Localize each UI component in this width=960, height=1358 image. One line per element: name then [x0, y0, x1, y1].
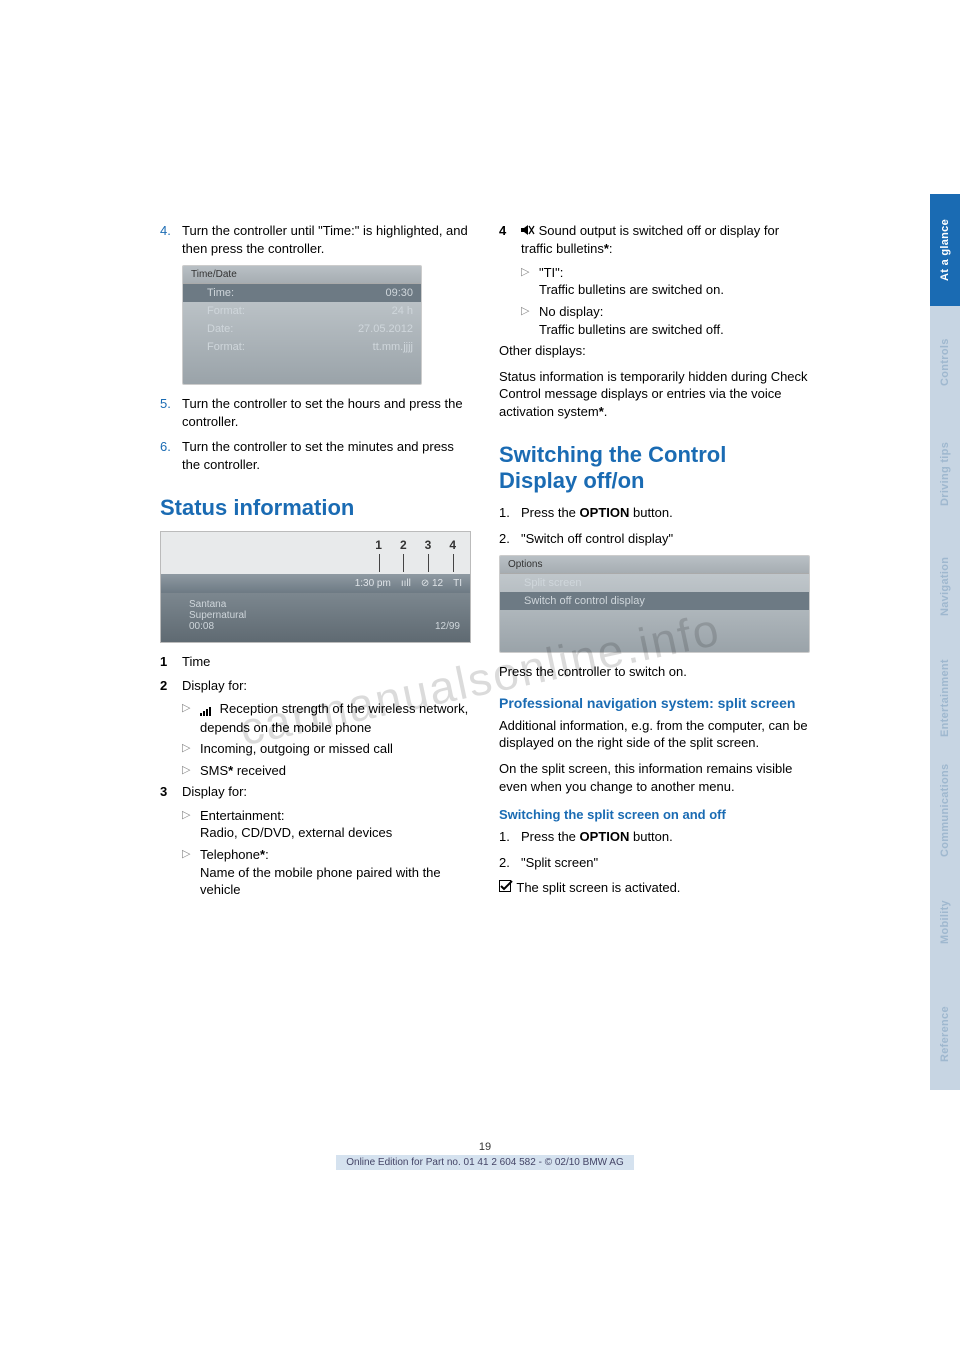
legend-4-bullet-1: ▷ "TI": Traffic bulletins are switched o… [521, 264, 810, 299]
left-column: 4. Turn the controller until "Time:" is … [160, 222, 471, 905]
triangle-bullet-icon: ▷ [182, 700, 200, 736]
split-step-1: 1. Press the OPTION button. [499, 828, 810, 846]
tab-reference[interactable]: Reference [930, 978, 960, 1090]
step-number: 5. [160, 395, 182, 430]
page-content: 4. Turn the controller until "Time:" is … [160, 222, 810, 905]
triangle-bullet-icon: ▷ [521, 264, 539, 299]
screenshot-row-time: Time: 09:30 [183, 284, 421, 302]
prof-nav-p2: On the split screen, this information re… [499, 760, 810, 795]
press-controller-text: Press the controller to switch on. [499, 663, 810, 681]
tab-controls[interactable]: Controls [930, 306, 960, 418]
other-displays-text: Status information is temporarily hidden… [499, 368, 810, 421]
step-4: 4. Turn the controller until "Time:" is … [160, 222, 471, 257]
switching-display-heading: Switching the Control Display off/on [499, 442, 810, 494]
page-footer: 19 Online Edition for Part no. 01 41 2 6… [160, 1141, 810, 1170]
triangle-bullet-icon: ▷ [182, 846, 200, 899]
prof-nav-heading: Professional navigation system: split sc… [499, 695, 810, 711]
bullet-text: Reception strength of the wireless netwo… [200, 701, 468, 734]
step-text: Turn the controller to set the minutes a… [182, 438, 471, 473]
switch-step-2: 2. "Switch off control display" [499, 530, 810, 548]
legend-3-bullet-1: ▷ Entertainment: Radio, CD/DVD, external… [182, 807, 471, 842]
step-text: Turn the controller to set the hours and… [182, 395, 471, 430]
other-displays-label: Other displays: [499, 342, 810, 360]
legend-2: 2 Display for: [160, 677, 471, 695]
callout-numbers: 1 2 3 4 [161, 532, 470, 552]
two-column-layout: 4. Turn the controller until "Time:" is … [160, 222, 810, 905]
screenshot-header: Time/Date [183, 266, 421, 284]
screenshot-row-switchoff: Switch off control display [500, 592, 809, 610]
options-screenshot: Options Split screen Switch off control … [499, 555, 810, 653]
footnote-star-icon: * [599, 404, 604, 419]
step-5: 5. Turn the controller to set the hours … [160, 395, 471, 430]
step-text: Turn the controller until "Time:" is hig… [182, 222, 471, 257]
switch-step-1: 1. Press the OPTION button. [499, 504, 810, 522]
prof-nav-p1: Additional information, e.g. from the co… [499, 717, 810, 752]
right-column: 4 Sound output is switched off or displa… [499, 222, 810, 905]
legend-3-bullet-2: ▷ Telephone*: Name of the mobile phone p… [182, 846, 471, 899]
step-number: 6. [160, 438, 182, 473]
split-screen-heading: Switching the split screen on and off [499, 807, 810, 822]
signal-bars-icon [200, 701, 216, 719]
status-bar: 1:30 pm ııll ⊘ 12 TI [161, 574, 470, 593]
legend-2-bullet-1: ▷ Reception strength of the wireless net… [182, 700, 471, 736]
legend-1: 1 Time [160, 653, 471, 671]
triangle-bullet-icon: ▷ [182, 740, 200, 758]
triangle-bullet-icon: ▷ [182, 762, 200, 780]
legend-2-bullet-3: ▷ SMS* received [182, 762, 471, 780]
legend-4: 4 Sound output is switched off or displa… [499, 222, 810, 258]
legend-2-bullet-2: ▷ Incoming, outgoing or missed call [182, 740, 471, 758]
status-information-heading: Status information [160, 495, 471, 521]
screenshot-row-date: Date: 27.05.2012 [183, 320, 421, 338]
screenshot-row-format2: Format: tt.mm.jjjj [183, 338, 421, 356]
bullet-text: Incoming, outgoing or missed call [200, 740, 471, 758]
callout-4: 4 [449, 538, 456, 552]
status-body: Santana Supernatural 00:08 12/99 [161, 593, 470, 642]
callout-1: 1 [375, 538, 382, 552]
tab-entertainment[interactable]: Entertainment [930, 642, 960, 754]
screenshot-row-format1: Format: 24 h [183, 302, 421, 320]
status-info-screenshot: 1 2 3 4 1:30 pm ııll ⊘ 12 TI Santana Sup… [160, 531, 471, 643]
tab-communications[interactable]: Communications [930, 754, 960, 866]
footer-edition-line: Online Edition for Part no. 01 41 2 604 … [336, 1155, 634, 1170]
step-6: 6. Turn the controller to set the minute… [160, 438, 471, 473]
triangle-bullet-icon: ▷ [182, 807, 200, 842]
page-number: 19 [160, 1141, 810, 1153]
screenshot-header: Options [500, 556, 809, 574]
callout-3: 3 [425, 538, 432, 552]
callout-2: 2 [400, 538, 407, 552]
time-date-screenshot: Time/Date Time: 09:30 Format: 24 h Date:… [182, 265, 422, 385]
step-number: 4. [160, 222, 182, 257]
mute-icon [521, 223, 535, 241]
screenshot-row-split: Split screen [500, 574, 809, 592]
checkbox-icon [499, 879, 513, 897]
tab-mobility[interactable]: Mobility [930, 866, 960, 978]
tab-navigation[interactable]: Navigation [930, 530, 960, 642]
split-activated: The split screen is activated. [499, 879, 810, 897]
section-tabs: At a glance Controls Driving tips Naviga… [930, 194, 960, 1090]
tab-at-a-glance[interactable]: At a glance [930, 194, 960, 306]
triangle-bullet-icon: ▷ [521, 303, 539, 338]
legend-3: 3 Display for: [160, 783, 471, 801]
legend-4-bullet-2: ▷ No display: Traffic bulletins are swit… [521, 303, 810, 338]
tab-driving-tips[interactable]: Driving tips [930, 418, 960, 530]
split-step-2: 2. "Split screen" [499, 854, 810, 872]
